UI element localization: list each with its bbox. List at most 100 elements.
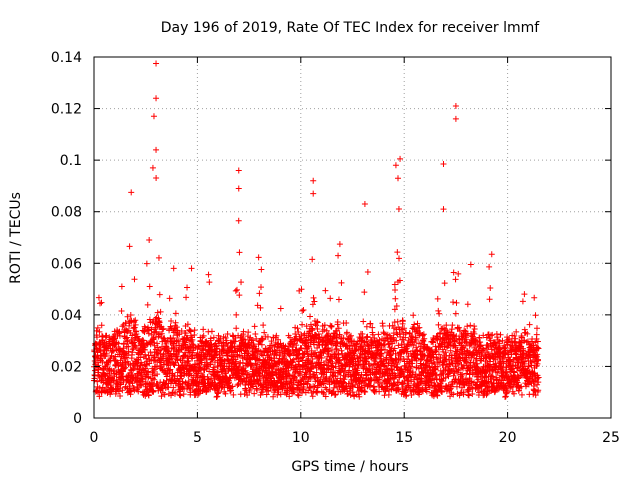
data-point bbox=[277, 305, 284, 312]
data-point bbox=[392, 162, 399, 169]
data-point bbox=[440, 206, 447, 213]
data-point bbox=[189, 336, 196, 343]
data-point bbox=[203, 355, 210, 362]
data-point bbox=[182, 330, 189, 337]
data-point bbox=[531, 294, 538, 301]
data-point bbox=[440, 161, 447, 168]
data-point bbox=[206, 279, 213, 286]
data-point bbox=[521, 291, 528, 298]
data-point bbox=[197, 370, 204, 377]
data-point bbox=[188, 265, 195, 272]
data-point bbox=[166, 295, 173, 302]
data-point bbox=[310, 190, 317, 197]
data-point bbox=[135, 388, 142, 395]
data-point bbox=[392, 286, 399, 293]
data-point bbox=[321, 322, 328, 329]
data-point bbox=[146, 316, 153, 323]
data-point bbox=[233, 311, 240, 318]
data-point bbox=[128, 388, 135, 395]
data-point bbox=[194, 391, 201, 398]
data-point bbox=[435, 321, 442, 328]
data-point bbox=[307, 368, 314, 375]
data-point bbox=[222, 370, 229, 377]
data-point bbox=[131, 324, 138, 331]
data-point bbox=[207, 361, 214, 368]
data-point bbox=[188, 338, 195, 345]
data-point bbox=[137, 354, 144, 361]
data-point bbox=[314, 318, 321, 325]
data-point bbox=[156, 291, 163, 298]
data-point bbox=[273, 332, 280, 339]
data-point bbox=[307, 321, 314, 328]
data-point bbox=[303, 323, 310, 330]
data-point bbox=[153, 328, 160, 335]
data-point bbox=[161, 361, 168, 368]
data-point bbox=[450, 299, 457, 306]
data-point bbox=[244, 392, 251, 399]
y-tick-label: 0.14 bbox=[51, 50, 82, 66]
data-point bbox=[168, 392, 175, 399]
data-point bbox=[313, 388, 320, 395]
data-point bbox=[255, 254, 262, 261]
data-point bbox=[154, 340, 161, 347]
data-point bbox=[100, 387, 107, 394]
data-point bbox=[318, 354, 325, 361]
data-point bbox=[379, 322, 386, 329]
data-point bbox=[289, 344, 296, 351]
data-point bbox=[299, 307, 306, 314]
data-point bbox=[254, 387, 261, 394]
data-point bbox=[277, 391, 284, 398]
data-point bbox=[156, 319, 163, 326]
data-point bbox=[526, 321, 533, 328]
data-point bbox=[218, 384, 225, 391]
data-point bbox=[150, 388, 157, 395]
data-point bbox=[453, 299, 460, 306]
x-tick-label: 25 bbox=[602, 430, 620, 446]
data-point bbox=[519, 298, 526, 305]
data-point bbox=[170, 335, 177, 342]
data-point bbox=[286, 393, 293, 400]
data-point bbox=[245, 340, 252, 347]
data-point bbox=[436, 310, 443, 317]
data-point bbox=[488, 251, 495, 258]
data-point bbox=[159, 326, 166, 333]
chart-title: Day 196 of 2019, Rate Of TEC Index for r… bbox=[161, 20, 541, 36]
data-point bbox=[163, 373, 170, 380]
data-point bbox=[236, 292, 243, 299]
x-axis-tick-labels: 0 5 10 15 20 25 bbox=[90, 430, 620, 446]
data-point bbox=[215, 387, 222, 394]
data-point bbox=[298, 335, 305, 342]
data-point bbox=[399, 318, 406, 325]
data-point bbox=[230, 391, 237, 398]
data-point bbox=[104, 344, 111, 351]
data-point bbox=[300, 307, 307, 314]
data-point bbox=[309, 301, 316, 308]
data-point bbox=[94, 378, 101, 385]
data-point bbox=[210, 364, 217, 371]
data-point bbox=[210, 334, 217, 341]
data-point bbox=[434, 295, 441, 302]
data-point bbox=[233, 286, 240, 293]
data-point bbox=[456, 324, 463, 331]
data-point bbox=[239, 359, 246, 366]
data-point bbox=[298, 286, 305, 293]
data-point bbox=[99, 384, 106, 391]
y-tick-label: 0.04 bbox=[51, 308, 82, 324]
data-point bbox=[93, 327, 100, 334]
data-point bbox=[144, 369, 151, 376]
data-point bbox=[298, 345, 305, 352]
data-point bbox=[294, 391, 301, 398]
data-point bbox=[235, 167, 242, 174]
data-point bbox=[313, 335, 320, 342]
data-point bbox=[143, 260, 150, 267]
data-point bbox=[310, 294, 317, 301]
y-tick-label: 0.06 bbox=[51, 256, 82, 272]
data-point bbox=[303, 371, 310, 378]
data-point bbox=[392, 295, 399, 302]
data-point bbox=[534, 338, 541, 345]
data-point bbox=[153, 95, 160, 102]
data-point bbox=[214, 393, 221, 400]
data-point bbox=[222, 390, 229, 397]
data-point bbox=[153, 60, 160, 67]
data-point bbox=[117, 392, 124, 399]
